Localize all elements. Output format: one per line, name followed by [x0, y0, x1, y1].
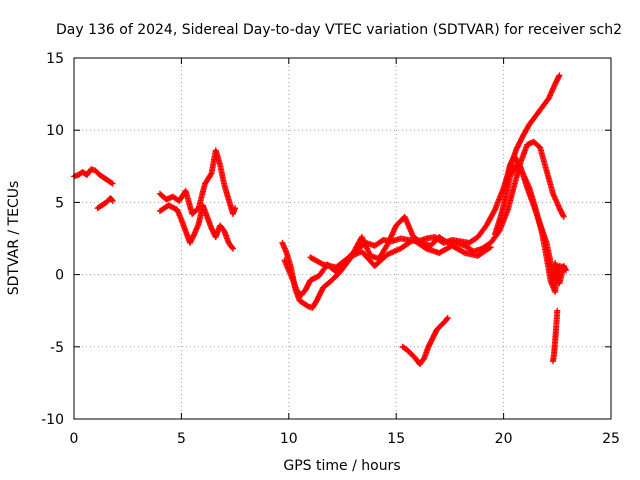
- data-point: [444, 315, 451, 322]
- data-point: [560, 213, 567, 220]
- data-point: [491, 207, 498, 214]
- series-s1: [71, 166, 116, 187]
- x-tick-label: 25: [602, 431, 620, 447]
- x-tick-label: 20: [495, 431, 513, 447]
- data-point: [229, 244, 236, 251]
- x-axis-label: GPS time / hours: [283, 458, 400, 474]
- y-tick-label: -10: [41, 412, 64, 428]
- data-point: [554, 307, 561, 314]
- data-point: [318, 260, 325, 267]
- series-s9: [502, 153, 569, 287]
- data-point: [207, 171, 214, 178]
- x-tick-label: 5: [177, 431, 186, 447]
- data-point: [562, 267, 569, 274]
- chart-title: Day 136 of 2024, Sidereal Day-to-day VTE…: [56, 22, 622, 38]
- series-s7: [307, 236, 494, 271]
- y-axis-label: SDTVAR / TECUs: [6, 181, 22, 296]
- data-point: [517, 163, 524, 170]
- data-point: [556, 72, 563, 79]
- data-point: [109, 197, 116, 204]
- data-point: [486, 245, 493, 252]
- data-point: [109, 180, 116, 187]
- series-s11: [399, 314, 451, 368]
- series-s10: [550, 307, 561, 365]
- plot-frame: [73, 57, 612, 420]
- grid-lines: [74, 58, 611, 419]
- data-point: [460, 249, 467, 256]
- data-point: [421, 244, 428, 251]
- series-s4: [156, 202, 236, 252]
- data-point: [232, 205, 239, 212]
- tick-labels: 0 5 10 15 20 25 -10 -5 0 5 10 15: [41, 51, 620, 447]
- data-point: [229, 245, 236, 252]
- y-tick-label: 10: [46, 123, 64, 139]
- data-point: [443, 239, 450, 246]
- series-s2: [94, 195, 116, 212]
- y-tick-label: -5: [50, 340, 64, 356]
- series-s6: [281, 138, 567, 298]
- data-point: [108, 179, 115, 186]
- x-tick-label: 0: [70, 431, 79, 447]
- x-tick-label: 10: [280, 431, 298, 447]
- data-point: [108, 196, 115, 203]
- data-point: [444, 314, 451, 321]
- axis-ticks: [73, 57, 612, 420]
- series-s3: [156, 147, 239, 217]
- x-tick-label: 15: [387, 431, 405, 447]
- data-points: [71, 72, 569, 368]
- y-tick-label: 15: [46, 51, 64, 67]
- y-tick-label: 5: [55, 195, 64, 211]
- data-point: [487, 244, 494, 251]
- y-tick-label: 0: [55, 268, 64, 284]
